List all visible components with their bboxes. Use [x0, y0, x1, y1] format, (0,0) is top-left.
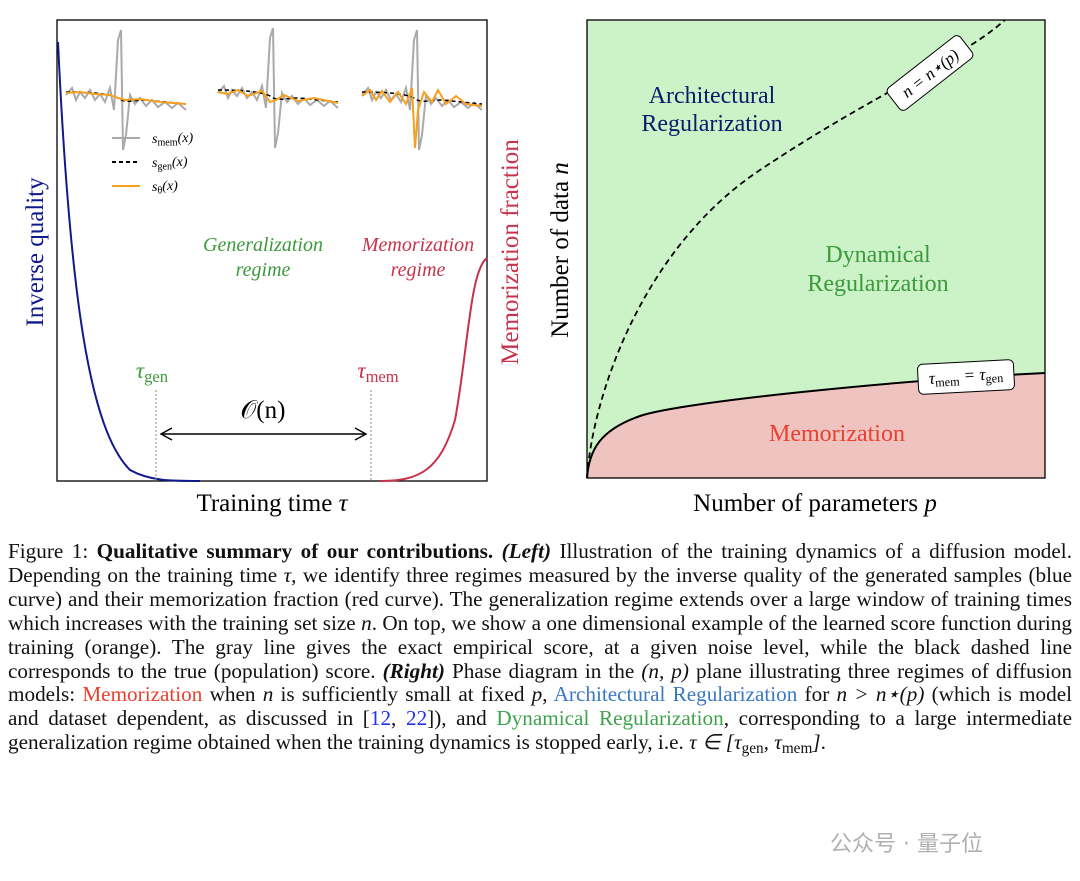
text-run: mem — [935, 374, 961, 389]
region-label: Dynamical — [825, 242, 931, 268]
caption-run: τ ∈ [τ — [689, 730, 742, 755]
caption-run: is sufficiently small at fixed — [273, 682, 532, 707]
caption-run: , corresponding to a large intermediate … — [8, 706, 1072, 755]
regime-label: regime — [236, 259, 291, 281]
figure: smem(x) sgen(x) sθ(x) Generalization reg… — [22, 19, 1046, 517]
left-panel: smem(x) sgen(x) sθ(x) Generalization reg… — [22, 19, 524, 517]
regime-label: regime — [391, 259, 446, 281]
caption-run: (which is model and dataset dependent, a… — [8, 682, 1072, 731]
text-run: τ — [339, 490, 349, 517]
watermark: 公众号 · 量子位 — [830, 832, 983, 857]
caption-run: Qualitative summary of our contributions… — [96, 539, 494, 563]
regime-label: Memorization — [361, 234, 474, 256]
caption-run: plane illustrating three regimes of diff… — [8, 658, 1072, 707]
caption-run: Dynamical Regularization — [496, 706, 724, 731]
caption-run: n — [262, 682, 274, 707]
memorization-region — [587, 373, 1045, 478]
text-run: s — [152, 180, 158, 195]
text-run: Number of parameters — [693, 490, 924, 517]
text-run: n — [547, 162, 574, 175]
text-run: (x) — [178, 131, 194, 146]
caption-run: , τ — [763, 730, 782, 755]
text-run: gen — [157, 162, 172, 173]
y-axis-label-right: Memorization fraction — [497, 139, 524, 365]
text-run: s — [152, 156, 158, 171]
text-run: Training time — [196, 490, 338, 517]
caption-run: , — [391, 706, 406, 731]
region-label: Memorization — [769, 421, 905, 447]
legend-entry: sgen(x) — [152, 155, 188, 173]
caption-run — [493, 539, 501, 563]
region-label: Regularization — [807, 271, 948, 297]
caption-run: , — [542, 682, 554, 707]
caption-run: Phase diagram in the — [444, 658, 642, 683]
text-run: mem — [157, 138, 177, 149]
caption-run: when — [202, 682, 263, 707]
x-axis-label: Training time τ — [196, 490, 348, 517]
inset-3 — [361, 29, 483, 151]
caption-run: (Left) — [501, 539, 552, 563]
text-run: gen — [144, 367, 169, 386]
inset-2 — [217, 27, 339, 149]
text-run: p — [922, 490, 937, 517]
caption-run: , we identify three regimes measured by … — [8, 562, 1072, 635]
tau-gen: τgen — [136, 358, 169, 386]
caption-run: Figure 1: — [8, 539, 97, 563]
memorization-curve — [379, 257, 488, 482]
y-axis-label: Inverse quality — [22, 177, 49, 327]
legend-entry: sθ(x) — [152, 179, 178, 197]
text-run: (x) — [172, 155, 188, 170]
x-axis-label: Number of parameters p — [693, 490, 937, 517]
arrow-heads — [159, 427, 368, 441]
text-run: τ — [928, 369, 936, 388]
text-run: = τ — [959, 365, 987, 385]
caption-run: ]), and — [427, 706, 497, 731]
text-run: τ — [357, 358, 366, 383]
text-run: τ — [136, 358, 145, 383]
region-label: Architectural — [649, 83, 776, 109]
boundary-text: τmem = τgen — [928, 364, 1003, 390]
caption-run: n > n⋆(p) — [836, 682, 925, 707]
caption-run[interactable]: 12 — [369, 706, 392, 731]
text-run: s — [152, 132, 158, 147]
caption-run: . On top, we show a one dimensional exam… — [8, 610, 1072, 683]
text-run: gen — [985, 371, 1003, 386]
frame — [586, 19, 1046, 479]
caption-run: Architectural Regularization — [553, 682, 798, 707]
caption-run: p — [531, 682, 543, 707]
caption-run: (n, p) — [641, 658, 689, 683]
tau-mem: τmem — [357, 358, 398, 386]
caption-run: for — [797, 682, 837, 707]
caption: Figure 1: Qualitative summary of our con… — [8, 539, 1072, 761]
caption-run: . — [820, 730, 826, 755]
text-run: θ — [157, 186, 162, 197]
caption-run[interactable]: 22 — [405, 706, 428, 731]
caption-run: ] — [812, 730, 821, 755]
text-run: Number of data — [547, 175, 574, 338]
text-run: (x) — [162, 179, 178, 194]
region-label: Regularization — [641, 111, 782, 137]
regime-label: Generalization — [203, 234, 323, 256]
caption-run: mem — [781, 740, 813, 758]
caption-run: (Right) — [382, 658, 445, 683]
right-panel: Architectural Regularization Dynamical R… — [547, 19, 1046, 517]
y-axis-label: Number of data n — [547, 162, 574, 338]
legend-entry: smem(x) — [152, 131, 193, 149]
caption-run: gen — [741, 740, 764, 758]
window-label: 𝒪(n) — [241, 397, 286, 424]
caption-run: n — [361, 610, 372, 635]
caption-run: Memorization — [82, 682, 203, 707]
frame — [56, 19, 488, 482]
inset-1 — [65, 29, 187, 151]
lower-boundary-label: τmem = τgen — [917, 359, 1015, 395]
quality-curve — [57, 41, 201, 482]
caption-run: τ — [283, 562, 292, 587]
caption-run: Illustration of the training dynamics of… — [8, 539, 1072, 587]
text-run: mem — [366, 367, 399, 386]
